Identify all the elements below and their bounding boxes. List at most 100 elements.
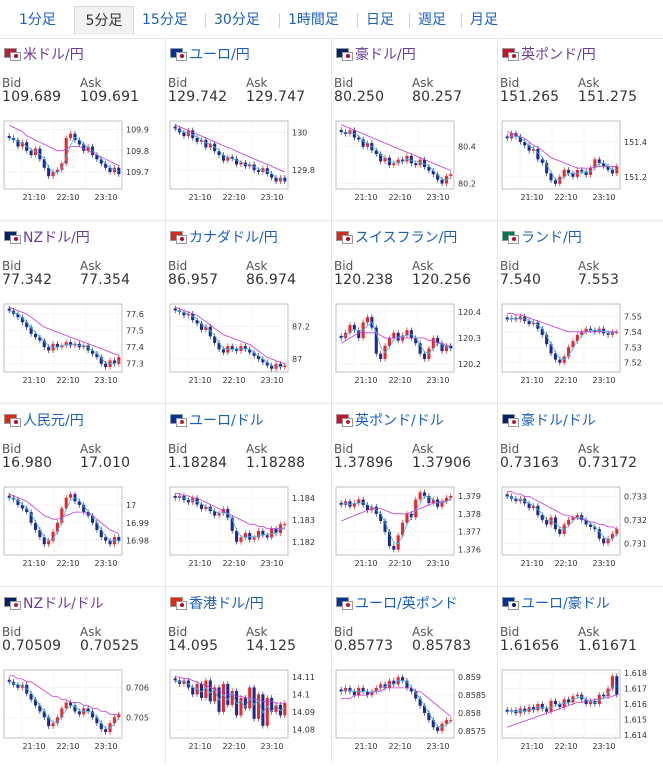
candle-body <box>431 499 435 504</box>
price-chart[interactable]: 80.4 80.2 21:10 22:10 23:10 <box>334 113 494 203</box>
bid-label: Bid <box>334 625 354 639</box>
candle-body <box>213 336 217 343</box>
pair-link[interactable]: スイスフラン/円 <box>355 230 458 246</box>
tab-3[interactable]: 15分足 <box>142 12 188 28</box>
candle-body <box>593 526 597 530</box>
candle-body <box>77 140 81 145</box>
candle-body <box>414 499 418 518</box>
price-chart[interactable]: 77.6 77.5 77.4 77.3 21:10 22:10 23:10 <box>2 296 162 386</box>
y-tick-label: 77.4 <box>126 343 144 352</box>
candle-body <box>558 359 562 363</box>
rate-card: スイスフラン/円 Bid Ask 120.238 120.256 120.4 120.3 12… <box>332 221 496 403</box>
price-chart[interactable]: 1.184 1.183 1.182 21:10 22:10 23:10 <box>168 479 328 569</box>
candle-body <box>261 694 265 726</box>
candle-body <box>33 522 38 530</box>
chart-svg: 87.2 87 21:10 22:10 23:10 <box>169 303 310 385</box>
rate-card: 英ポンド/円 Bid Ask 151.265 151.275 151.4 151.2 21:1… <box>498 38 662 220</box>
tab-2[interactable]: 5分足 <box>74 6 134 35</box>
pair-link[interactable]: 英ポンド/円 <box>521 47 596 63</box>
pair-link[interactable]: ユーロ/ドル <box>189 413 264 429</box>
tab-6[interactable]: 日足 <box>366 12 394 28</box>
candle-body <box>588 700 593 704</box>
x-tick-label: 21:10 <box>188 742 211 751</box>
candle-body <box>16 684 20 688</box>
candle-body <box>252 537 256 540</box>
price-chart[interactable]: 109.9 109.8 109.7 21:10 22:10 23:10 <box>2 113 162 203</box>
pair-link[interactable]: NZドル/円 <box>23 230 90 246</box>
pair-link[interactable]: 香港ドル/円 <box>189 596 264 612</box>
price-chart[interactable]: 130 129.8 21:10 22:10 23:10 <box>168 113 328 203</box>
ask-price: 1.37906 <box>412 455 472 471</box>
price-chart[interactable]: 7.55 7.54 7.53 7.52 21:10 22:10 23:10 <box>500 296 660 386</box>
candle-body <box>571 341 575 348</box>
pair-link[interactable]: 人民元/円 <box>23 413 84 429</box>
candle-body <box>47 167 51 177</box>
candle-body <box>265 535 269 538</box>
candle-body <box>379 684 383 688</box>
tab-7[interactable]: 週足 <box>418 12 446 28</box>
chart-frame <box>169 486 289 556</box>
bid-label: Bid <box>2 259 22 273</box>
candle-body <box>440 501 444 507</box>
candle-body <box>401 159 405 162</box>
candle-body <box>357 499 361 504</box>
pair-link[interactable]: NZドル/ドル <box>23 596 104 612</box>
candle-body <box>239 537 243 542</box>
pair-link[interactable]: ユーロ/円 <box>189 47 250 63</box>
price-chart[interactable]: 0.706 0.705 21:10 22:10 23:10 <box>2 662 162 752</box>
price-chart[interactable]: 120.4 120.3 120.2 21:10 22:10 23:10 <box>334 296 494 386</box>
candle-body <box>112 360 116 364</box>
chart-frame <box>335 486 455 556</box>
tab-5[interactable]: 1時間足 <box>288 12 339 28</box>
tab-4[interactable]: 30分足 <box>214 12 260 28</box>
pair-link[interactable]: ランド/円 <box>521 230 582 246</box>
price-chart[interactable]: 151.4 151.2 21:10 22:10 23:10 <box>500 113 660 203</box>
y-tick-label: 7.54 <box>624 328 642 337</box>
pair-link[interactable]: カナダドル/円 <box>189 230 278 246</box>
pair-link[interactable]: 豪ドル/ドル <box>521 413 596 429</box>
y-tick-label: 0.731 <box>624 539 647 548</box>
candle-body <box>60 345 64 348</box>
x-tick-label: 23:10 <box>426 193 449 202</box>
pair-link[interactable]: 米ドル/円 <box>23 47 84 63</box>
candle-body <box>575 515 579 518</box>
price-chart[interactable]: 0.733 0.732 0.731 21:10 22:10 23:10 <box>500 479 660 569</box>
candle-body <box>265 697 269 726</box>
candle-body <box>42 159 46 168</box>
pair-link[interactable]: 英ポンド/ドル <box>355 413 444 429</box>
y-tick-label: 120.3 <box>458 334 481 343</box>
candle-body <box>545 162 549 174</box>
moving-average-slow <box>9 675 119 715</box>
y-tick-label: 1.184 <box>292 494 315 503</box>
grid-divider <box>0 586 663 587</box>
price-chart[interactable]: 17 16.99 16.98 21:10 22:10 23:10 <box>2 479 162 569</box>
candle-body <box>444 720 448 724</box>
candle-body <box>243 533 247 538</box>
price-chart[interactable]: 87.2 87 21:10 22:10 23:10 <box>168 296 328 386</box>
candle-body <box>374 327 378 354</box>
rate-card: カナダドル/円 Bid Ask 86.957 86.974 87.2 87 21:10 22:1… <box>166 221 330 403</box>
tab-8[interactable]: 月足 <box>470 12 498 28</box>
candle-body <box>195 138 199 142</box>
price-chart[interactable]: 0.859 0.8585 0.858 0.8575 21:10 22:10 23:10 <box>334 662 494 752</box>
price-chart[interactable]: 1.618 1.617 1.616 1.615 1.614 21:10 22:10 23:10 <box>500 662 660 752</box>
price-chart[interactable]: 14.11 14.1 14.09 14.08 21:10 22:10 23:10 <box>168 662 328 752</box>
pair-link[interactable]: 豪ドル/円 <box>355 47 416 63</box>
price-chart[interactable]: 1.379 1.378 1.377 1.376 21:10 22:10 23:10 <box>334 479 494 569</box>
currency-flag-icon <box>502 414 519 427</box>
x-tick-label: 23:10 <box>260 376 283 385</box>
candle-body <box>602 162 606 167</box>
candle-body <box>261 359 265 363</box>
chart-svg: 1.618 1.617 1.616 1.615 1.614 21:10 22:10 23:10 <box>501 669 647 751</box>
tab-1[interactable]: 1分足 <box>19 12 56 28</box>
currency-flag-icon <box>170 597 187 610</box>
candle-body <box>274 177 278 182</box>
pair-link[interactable]: ユーロ/英ポンド <box>355 596 458 612</box>
rate-card: 人民元/円 Bid Ask 16.980 17.010 17 16.99 16.98 21:10… <box>0 404 164 586</box>
moving-average-slow <box>175 493 285 530</box>
ask-label: Ask <box>578 625 600 639</box>
bid-price: 151.265 <box>500 89 560 105</box>
moving-average-slow <box>175 676 285 704</box>
ask-price: 1.61671 <box>578 638 638 654</box>
pair-link[interactable]: ユーロ/豪ドル <box>521 596 610 612</box>
